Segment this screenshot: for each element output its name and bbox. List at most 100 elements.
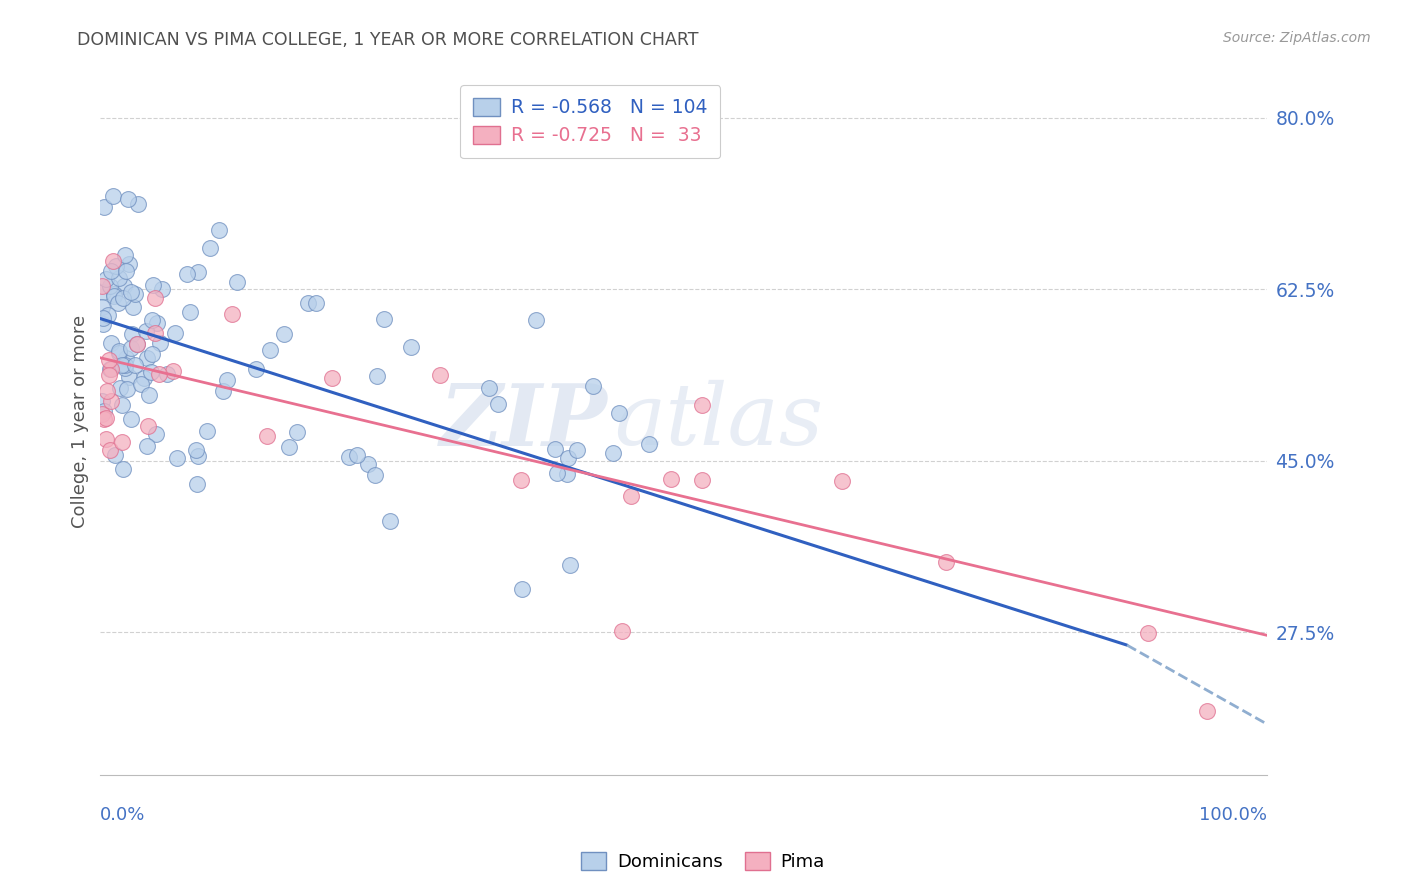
Text: 100.0%: 100.0% bbox=[1199, 806, 1267, 824]
Point bbox=[135, 351, 157, 366]
Point bbox=[121, 300, 143, 314]
Point bbox=[179, 305, 201, 319]
Point bbox=[163, 326, 186, 340]
Point bbox=[139, 366, 162, 380]
Point bbox=[364, 468, 387, 483]
Point bbox=[124, 358, 146, 372]
Point bbox=[831, 474, 853, 488]
Point bbox=[478, 381, 501, 395]
Point bbox=[305, 296, 328, 310]
Point bbox=[117, 257, 139, 271]
Legend: Dominicans, Pima: Dominicans, Pima bbox=[574, 846, 832, 879]
Point bbox=[131, 376, 153, 391]
Point bbox=[91, 311, 114, 326]
Point bbox=[90, 394, 112, 409]
Point bbox=[186, 442, 208, 457]
Point bbox=[544, 442, 567, 456]
Point bbox=[117, 192, 139, 206]
Point bbox=[96, 272, 118, 286]
Point bbox=[103, 289, 125, 303]
Point bbox=[115, 264, 138, 278]
Point bbox=[546, 467, 568, 481]
Point bbox=[125, 337, 148, 351]
Point bbox=[120, 285, 142, 299]
Point bbox=[1197, 705, 1219, 719]
Point bbox=[90, 301, 112, 315]
Point bbox=[120, 342, 142, 356]
Point bbox=[120, 412, 142, 426]
Point bbox=[524, 313, 547, 327]
Point bbox=[98, 279, 121, 293]
Point bbox=[565, 442, 588, 457]
Point bbox=[162, 364, 184, 378]
Point bbox=[187, 265, 209, 279]
Point bbox=[287, 425, 309, 440]
Point bbox=[1137, 626, 1160, 640]
Point bbox=[127, 336, 149, 351]
Point bbox=[195, 424, 218, 438]
Point bbox=[211, 384, 233, 399]
Point bbox=[138, 387, 160, 401]
Point bbox=[103, 287, 125, 301]
Point bbox=[146, 316, 169, 330]
Point bbox=[638, 437, 661, 451]
Point bbox=[91, 407, 114, 421]
Point bbox=[145, 291, 167, 305]
Point bbox=[145, 427, 167, 442]
Point bbox=[346, 448, 368, 462]
Point bbox=[127, 197, 149, 211]
Legend: R = -0.568   N = 104, R = -0.725   N =  33: R = -0.568 N = 104, R = -0.725 N = 33 bbox=[460, 85, 720, 159]
Point bbox=[690, 474, 713, 488]
Point bbox=[273, 326, 295, 341]
Point bbox=[96, 384, 118, 398]
Point bbox=[104, 448, 127, 462]
Point bbox=[620, 489, 643, 503]
Point bbox=[118, 370, 141, 384]
Point bbox=[90, 278, 112, 293]
Point bbox=[124, 286, 146, 301]
Text: Source: ZipAtlas.com: Source: ZipAtlas.com bbox=[1223, 31, 1371, 45]
Point bbox=[259, 343, 281, 358]
Point bbox=[111, 358, 134, 372]
Point bbox=[357, 457, 380, 471]
Point bbox=[94, 432, 117, 446]
Point bbox=[486, 397, 509, 411]
Point bbox=[98, 442, 121, 457]
Point bbox=[245, 362, 267, 376]
Point bbox=[366, 369, 388, 384]
Point bbox=[935, 555, 957, 569]
Point bbox=[602, 446, 624, 460]
Point bbox=[94, 410, 117, 425]
Point bbox=[659, 472, 682, 486]
Point bbox=[208, 223, 231, 237]
Point bbox=[138, 418, 160, 433]
Point bbox=[121, 327, 143, 342]
Point bbox=[557, 451, 579, 466]
Point bbox=[176, 267, 198, 281]
Point bbox=[510, 582, 533, 596]
Point bbox=[607, 406, 630, 420]
Text: 0.0%: 0.0% bbox=[100, 806, 146, 824]
Point bbox=[136, 440, 159, 454]
Point bbox=[100, 336, 122, 351]
Point bbox=[166, 450, 188, 465]
Point bbox=[93, 404, 115, 418]
Point bbox=[108, 344, 131, 359]
Point bbox=[103, 254, 125, 268]
Point bbox=[111, 435, 134, 450]
Point bbox=[399, 340, 422, 354]
Point bbox=[187, 449, 209, 463]
Point bbox=[100, 362, 122, 376]
Point bbox=[97, 352, 120, 367]
Text: ZIP: ZIP bbox=[440, 380, 607, 463]
Point bbox=[217, 373, 239, 387]
Point bbox=[100, 394, 122, 409]
Point bbox=[111, 462, 134, 476]
Point bbox=[141, 312, 163, 326]
Point bbox=[337, 450, 360, 465]
Point bbox=[114, 248, 136, 262]
Text: atlas: atlas bbox=[613, 380, 823, 463]
Point bbox=[108, 270, 131, 285]
Point bbox=[134, 324, 156, 338]
Point bbox=[582, 379, 605, 393]
